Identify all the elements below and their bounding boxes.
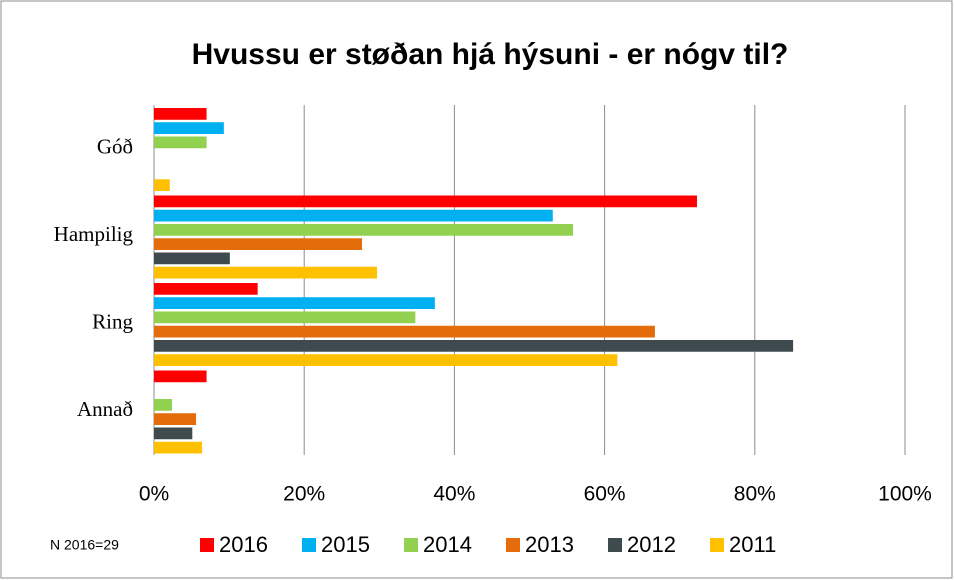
x-tick-label: 100%	[878, 483, 932, 506]
bar	[154, 399, 173, 411]
bar	[154, 297, 435, 309]
legend-label: 2012	[627, 532, 676, 557]
category-label: Góð	[97, 135, 133, 159]
bar	[154, 195, 697, 208]
bar	[154, 209, 553, 222]
legend-swatch	[506, 538, 520, 552]
bar	[154, 370, 207, 383]
bar	[154, 266, 378, 279]
bar	[154, 252, 230, 265]
bar	[154, 354, 618, 366]
bar	[154, 136, 207, 149]
legend-swatch	[302, 538, 316, 552]
category-label: Ring	[92, 310, 133, 334]
legend-label: 2013	[525, 532, 574, 557]
category-label: Annað	[77, 397, 133, 421]
x-tick-label: 40%	[433, 483, 475, 506]
bar	[154, 224, 574, 236]
chart-title: Hvussu er støðan hjá hýsuni - er nógv ti…	[192, 38, 789, 71]
bar	[154, 122, 224, 134]
bar	[154, 108, 207, 120]
legend-label: 2014	[423, 532, 472, 557]
category-label: Hampilig	[54, 222, 134, 246]
x-tick-label: 0%	[139, 483, 169, 506]
bar	[154, 238, 363, 250]
legend-swatch	[710, 538, 724, 552]
x-tick-label: 80%	[734, 483, 776, 506]
x-tick-label: 60%	[584, 483, 626, 506]
legend-label: 2011	[729, 532, 776, 557]
annotation: N 2016=29	[50, 537, 119, 553]
bar	[154, 325, 655, 338]
legend-label: 2016	[219, 532, 268, 557]
bar	[154, 283, 258, 295]
bar	[154, 340, 794, 352]
bar	[154, 441, 203, 454]
legend-swatch	[404, 538, 418, 552]
legend-label: 2015	[321, 532, 370, 557]
bar	[154, 179, 170, 191]
bar	[154, 311, 416, 324]
legend-swatch	[200, 538, 214, 552]
x-tick-label: 20%	[283, 483, 325, 506]
legend-swatch	[608, 538, 622, 552]
bar	[154, 413, 197, 425]
bar	[154, 427, 193, 440]
